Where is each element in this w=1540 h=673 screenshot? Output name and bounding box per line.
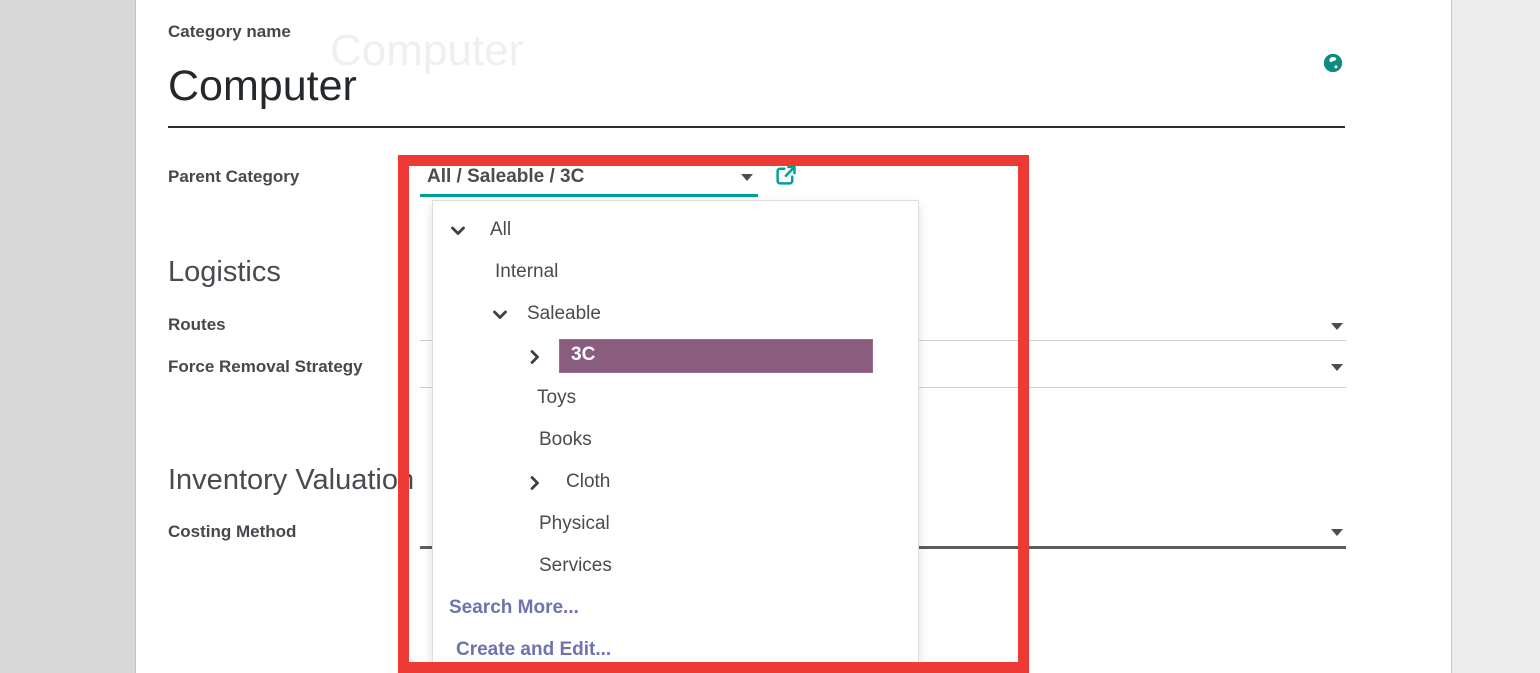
- item-label: Physical: [539, 513, 610, 534]
- action-label: Create and Edit...: [456, 639, 612, 660]
- category-name-input[interactable]: Computer: [168, 62, 357, 110]
- dropdown-item-all[interactable]: All: [433, 210, 918, 252]
- inventory-valuation-section-title: Inventory Valuation: [168, 464, 415, 496]
- selected-item-highlight: 3C: [559, 339, 873, 373]
- parent-category-input[interactable]: All / Saleable / 3C: [427, 166, 585, 187]
- force-removal-strategy-label: Force Removal Strategy: [168, 357, 363, 376]
- caret-down-icon[interactable]: [1331, 364, 1343, 371]
- chevron-right-icon[interactable]: [526, 474, 544, 492]
- chevron-down-icon[interactable]: [449, 222, 467, 240]
- category-name-label: Category name: [168, 22, 291, 41]
- item-label: Books: [539, 429, 592, 450]
- parent-category-label: Parent Category: [168, 167, 300, 186]
- dropdown-item-books[interactable]: Books: [433, 420, 918, 462]
- ghost-title: Computer: [330, 26, 524, 75]
- action-label: Search More...: [449, 597, 579, 618]
- item-label: Services: [539, 555, 612, 576]
- dropdown-item-3c-selected[interactable]: 3C: [433, 336, 918, 378]
- background-right: [1452, 0, 1540, 673]
- dropdown-item-saleable[interactable]: Saleable: [433, 294, 918, 336]
- dropdown-item-physical[interactable]: Physical: [433, 504, 918, 546]
- chevron-down-icon[interactable]: [491, 306, 509, 324]
- item-label: All: [490, 219, 512, 240]
- logistics-section-title: Logistics: [168, 256, 281, 288]
- dropdown-item-cloth[interactable]: Cloth: [433, 462, 918, 504]
- search-more-action[interactable]: Search More...: [433, 588, 918, 630]
- parent-category-underline: [420, 194, 758, 197]
- caret-down-icon[interactable]: [1331, 529, 1343, 536]
- costing-method-label: Costing Method: [168, 522, 297, 541]
- caret-down-icon[interactable]: [1331, 323, 1343, 330]
- globe-icon[interactable]: [1322, 52, 1344, 74]
- dropdown-item-services[interactable]: Services: [433, 546, 918, 588]
- item-label: 3C: [571, 344, 596, 365]
- category-name-underline: [168, 126, 1345, 128]
- caret-down-icon[interactable]: [741, 174, 753, 181]
- dropdown-item-internal[interactable]: Internal: [433, 252, 918, 294]
- item-label: Cloth: [566, 471, 611, 492]
- item-label: Saleable: [527, 303, 601, 324]
- routes-label: Routes: [168, 315, 226, 334]
- chevron-right-icon[interactable]: [526, 348, 544, 366]
- internal-link-icon[interactable]: [772, 162, 799, 189]
- item-label: Toys: [537, 387, 577, 408]
- item-label: Internal: [495, 261, 559, 282]
- parent-category-dropdown: All Internal Saleable 3C Toys Books Clot…: [432, 200, 919, 673]
- create-and-edit-action[interactable]: Create and Edit...: [433, 630, 918, 672]
- dropdown-item-toys[interactable]: Toys: [433, 378, 918, 420]
